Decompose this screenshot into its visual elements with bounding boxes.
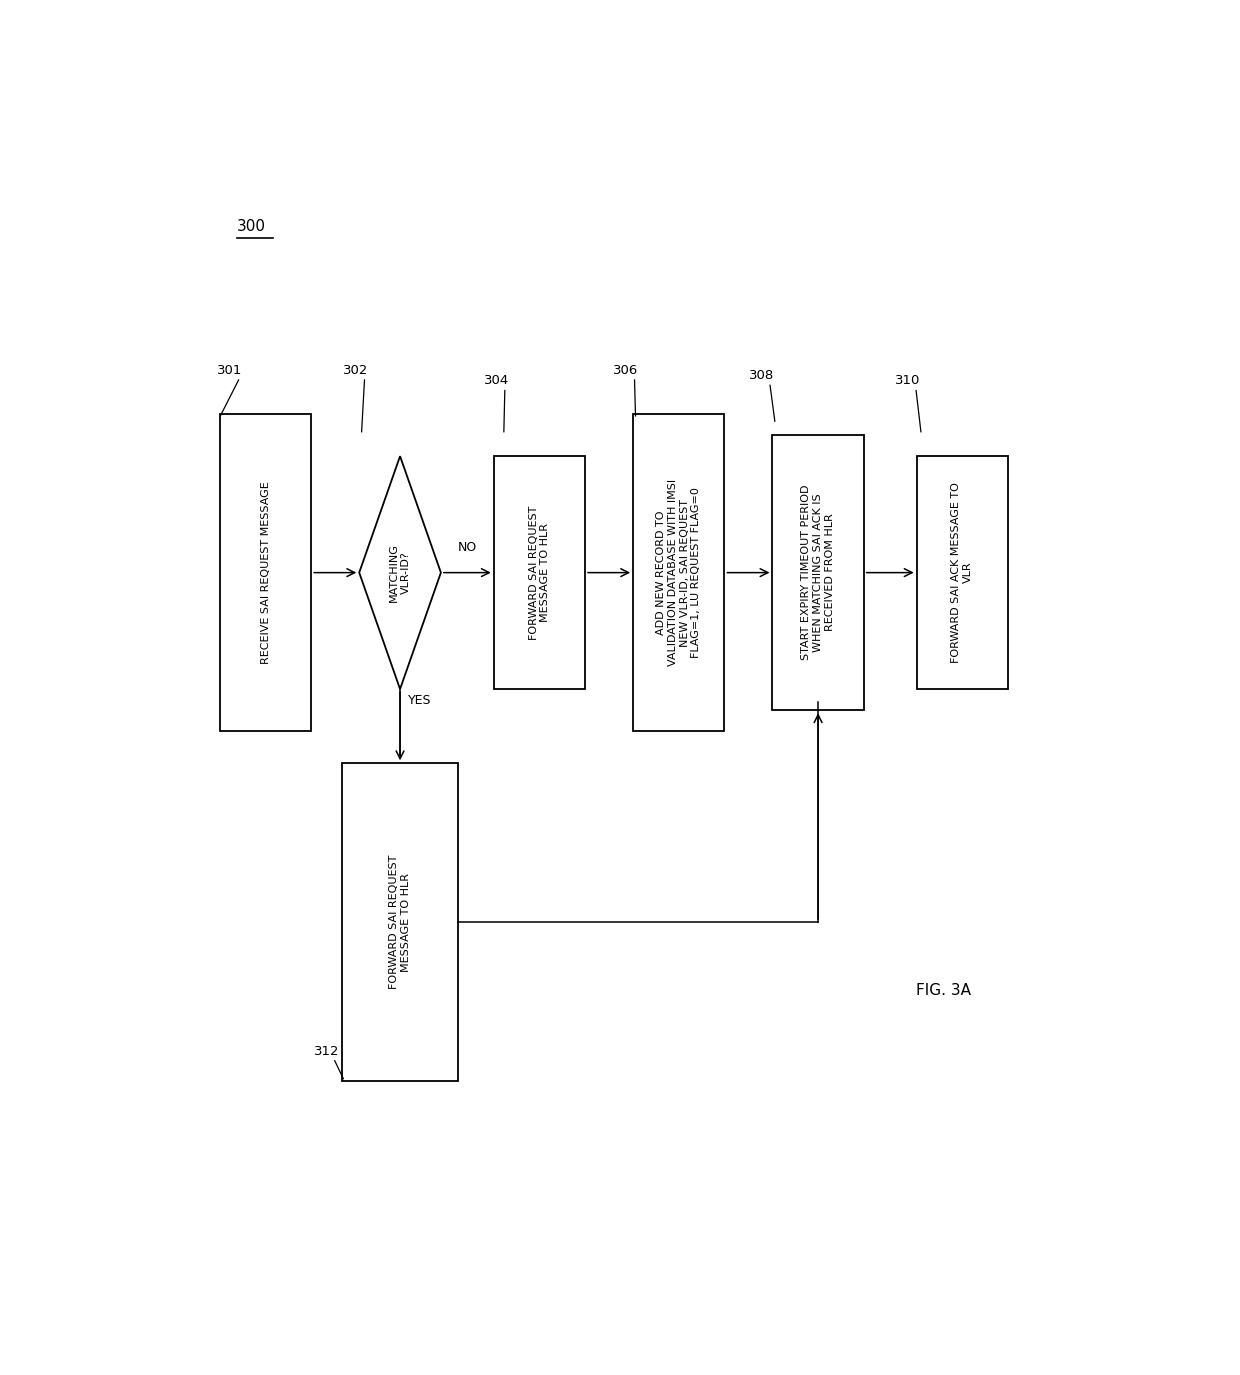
Text: NO: NO xyxy=(458,540,477,554)
Text: 301: 301 xyxy=(217,364,243,377)
Text: 302: 302 xyxy=(343,364,368,377)
Text: 312: 312 xyxy=(314,1045,339,1057)
Text: START EXPIRY TIMEOUT PERIOD
WHEN MATCHING SAI ACK IS
RECEIVED FROM HLR: START EXPIRY TIMEOUT PERIOD WHEN MATCHIN… xyxy=(801,485,835,660)
Bar xyxy=(494,456,585,689)
Text: FORWARD SAI REQUEST
MESSAGE TO HLR: FORWARD SAI REQUEST MESSAGE TO HLR xyxy=(389,855,410,989)
Text: FORWARD SAI REQUEST
MESSAGE TO HLR: FORWARD SAI REQUEST MESSAGE TO HLR xyxy=(528,506,551,639)
Text: RECEIVE SAI REQUEST MESSAGE: RECEIVE SAI REQUEST MESSAGE xyxy=(260,481,270,664)
Text: FIG. 3A: FIG. 3A xyxy=(915,983,971,998)
Text: 300: 300 xyxy=(237,219,265,234)
Text: 306: 306 xyxy=(614,364,639,377)
Text: 308: 308 xyxy=(749,368,774,382)
Text: 304: 304 xyxy=(484,374,508,388)
Bar xyxy=(219,414,311,732)
Text: ADD NEW RECORD TO
VALIDATION DATABASE WITH IMSI
NEW VLR-ID, SAI REQUEST
FLAG=1, : ADD NEW RECORD TO VALIDATION DATABASE WI… xyxy=(656,478,701,666)
Bar xyxy=(342,763,458,1081)
Text: YES: YES xyxy=(408,694,432,707)
Polygon shape xyxy=(360,456,441,689)
Text: 310: 310 xyxy=(895,374,920,388)
Bar xyxy=(773,434,864,711)
Bar xyxy=(634,414,724,732)
Text: MATCHING
VLR-ID?: MATCHING VLR-ID? xyxy=(389,543,410,602)
Text: FORWARD SAI ACK MESSAGE TO
VLR: FORWARD SAI ACK MESSAGE TO VLR xyxy=(951,483,973,663)
Bar xyxy=(916,456,1008,689)
